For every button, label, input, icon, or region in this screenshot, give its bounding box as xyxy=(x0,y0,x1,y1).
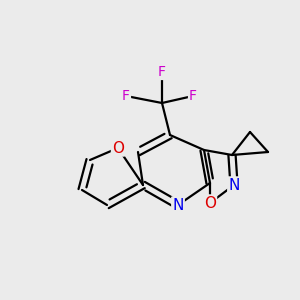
Text: F: F xyxy=(122,89,130,103)
Text: F: F xyxy=(158,65,166,79)
Text: N: N xyxy=(228,178,240,193)
Text: O: O xyxy=(112,140,124,155)
Text: O: O xyxy=(204,196,216,211)
Text: F: F xyxy=(189,89,197,103)
Text: N: N xyxy=(172,197,184,212)
